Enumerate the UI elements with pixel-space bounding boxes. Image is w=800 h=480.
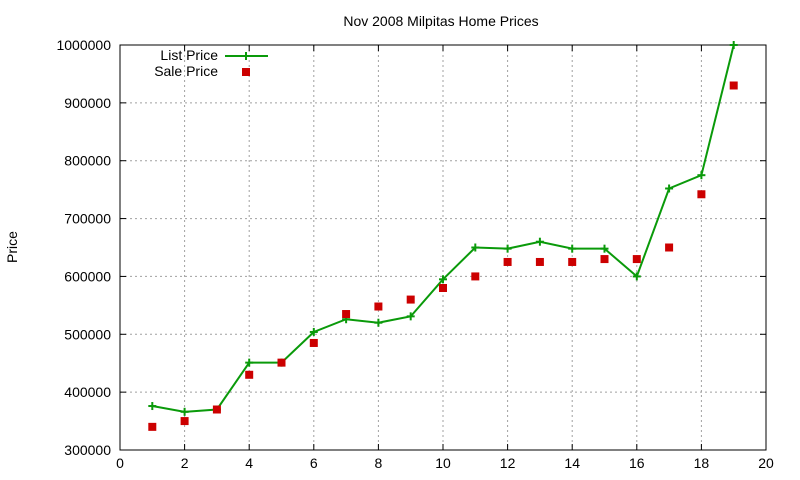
x-tick-label: 18 [694,455,710,471]
sale-price-point [729,81,738,90]
x-tick-label: 20 [758,455,774,471]
plot-border [119,44,767,451]
list-price-point [665,184,674,193]
list-price-point [180,407,189,416]
y-tick-label: 900000 [64,95,111,111]
list-price-point [245,358,254,367]
sale-price-point [665,243,674,252]
sale-price-point [568,257,577,266]
sale-price-point [406,295,415,304]
list-price-point [503,244,512,253]
sale-price-point [212,405,221,414]
y-tick-label: 700000 [64,211,111,227]
x-tick-label: 2 [181,455,189,471]
y-tick-label: 500000 [64,326,111,342]
series [148,41,738,431]
y-tick-label: 300000 [64,442,111,458]
x-tick-label: 6 [310,455,318,471]
x-tick-label: 4 [245,455,253,471]
sale-price-point [600,255,609,264]
sale-price-point [180,417,189,426]
legend-label-list-price: List Price [160,47,218,63]
list-price-point [374,318,383,327]
sale-price-point [697,190,706,199]
list-price-point [600,244,609,253]
list-price-point [729,41,738,49]
x-tick-label: 0 [116,455,124,471]
list-price-point [309,327,318,336]
x-tick-label: 10 [435,455,451,471]
list-price-point [568,244,577,253]
sale-price-point [342,310,351,319]
list-price-point [439,275,447,284]
list-price-point [697,171,706,180]
x-tick-label: 8 [375,455,383,471]
sale-price-point [471,272,480,281]
y-tick-label: 1000000 [56,37,111,53]
axes: 300000 400000 500000 600000 700000 800000 9000… [56,37,774,471]
y-tick-label: 400000 [64,384,111,400]
list-price-point [535,237,544,246]
list-price-point [632,272,641,281]
sale-price-point [245,370,254,379]
x-tick-label: 12 [500,455,516,471]
y-axis-label: Price [4,231,20,263]
sale-price-point [503,257,512,266]
sale-price-point [148,422,157,431]
x-tick-label: 16 [629,455,645,471]
list-price-point [148,402,157,411]
chart-title: Nov 2008 Milpitas Home Prices [343,13,538,29]
sale-price-point [374,302,383,311]
sale-price-point [277,358,286,367]
list-price-point [471,243,480,252]
sale-price-point [439,284,447,292]
legend-label-sale-price: Sale Price [154,63,218,79]
sale-price-point [632,255,641,264]
y-tick-label: 600000 [64,268,111,284]
y-tick-label: 800000 [64,153,111,169]
legend-marker-sale-price [242,68,250,76]
x-tick-label: 14 [564,455,580,471]
list-price-point [406,312,415,321]
sale-price-point [535,257,544,266]
sale-price-point [309,338,318,347]
